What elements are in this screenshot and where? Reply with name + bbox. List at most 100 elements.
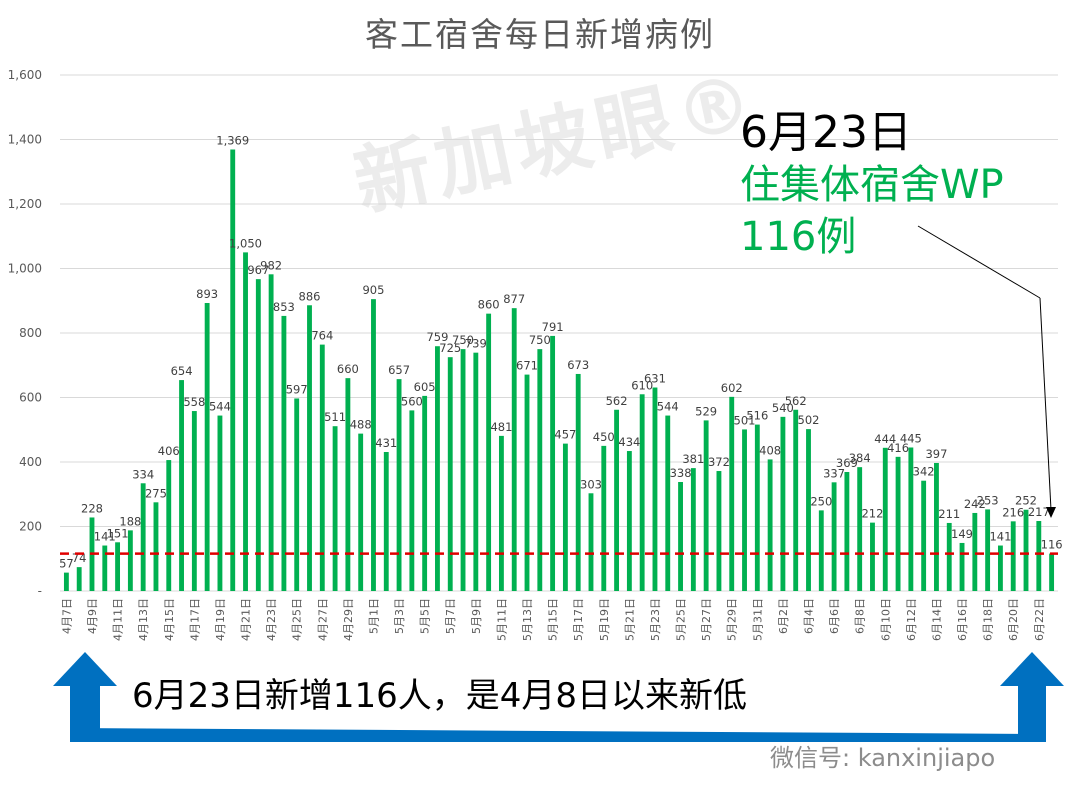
bar [857,467,863,591]
x-tick-label: 6月10日 [879,598,892,641]
data-label: 860 [478,298,500,312]
bar [371,299,376,591]
data-label: 791 [542,320,564,334]
x-tick-label: 4月11日 [112,598,125,641]
bar [780,416,786,591]
bar [959,542,965,591]
data-labels: 57742281411511883342754066545588935441,3… [59,133,1063,570]
data-label: 212 [861,507,883,521]
bar [921,480,927,591]
data-label: 750 [452,333,474,347]
y-tick-label: 1,000 [8,262,42,276]
bar [1023,509,1029,591]
data-label: 216 [1002,505,1024,519]
data-label: 562 [785,394,807,408]
data-label: 759 [426,330,448,344]
data-label: 242 [964,497,986,511]
data-label: 540 [772,401,794,415]
x-tick-label: 4月27日 [316,598,329,641]
bar [63,572,69,591]
x-tick-label: 5月1日 [367,598,380,634]
data-label: 725 [439,341,461,355]
x-tick-label: 4月25日 [291,598,304,641]
bar [140,483,146,591]
data-label: 654 [171,364,193,378]
data-label: 671 [516,359,538,373]
annotation-leader-2 [1039,297,1052,511]
bar [383,452,389,591]
x-tick-label: 5月13日 [521,598,534,641]
bar [742,429,747,591]
x-tick-label: 4月29日 [342,598,355,641]
right-arrow-head [1000,652,1064,686]
data-label: 905 [362,283,384,297]
bar [550,335,556,591]
x-tick-label: 6月20日 [1007,598,1020,641]
bar [831,482,837,591]
bar [422,395,428,591]
bar [844,471,850,591]
annotation-arrowhead [1046,507,1056,518]
x-tick-label: 4月19日 [214,598,227,641]
arrows [53,225,1064,742]
data-label: 408 [759,443,781,457]
x-tick-label: 5月23日 [649,598,662,641]
bar [575,373,581,591]
data-label: 334 [132,467,154,481]
bar [230,149,236,591]
data-label: 529 [695,404,717,418]
data-label: 149 [951,527,973,541]
data-label: 116 [1041,538,1063,552]
annotation-count: 116例 [740,214,857,260]
data-label: 673 [567,358,589,372]
x-tick-label: 5月29日 [726,598,739,641]
bar [511,308,517,591]
x-tick-label: 4月15日 [163,598,176,641]
data-label: 853 [273,300,295,314]
data-label: 211 [938,507,960,521]
data-label: 141 [989,530,1011,544]
bar [1010,521,1016,591]
data-label: 502 [798,413,820,427]
x-tick-label: 5月31日 [751,598,764,641]
bar [191,411,197,591]
x-tick-label: 5月21日 [623,598,636,641]
bar [652,387,658,591]
data-label: 1,050 [229,236,262,250]
data-label: 337 [823,466,845,480]
x-axis: 4月7日 4月9日 4月11日 4月13日 4月15日 4月17日 4月19日 4月21日 4月… [60,598,1045,641]
x-tick-label: 5月25日 [675,598,688,641]
bar [115,542,121,591]
bar [716,471,722,591]
data-label: 252 [1015,494,1037,508]
data-label: 217 [1028,505,1050,519]
data-label: 660 [337,362,359,376]
data-label: 605 [414,380,436,394]
data-label: 381 [682,452,704,466]
annotation-date: 6月23日 [740,107,912,158]
bar [358,433,364,591]
bar [307,305,312,591]
bar [498,435,504,591]
bottom-connector-bar [70,728,1046,742]
data-label: 338 [670,466,692,480]
annotation-dormitory: 住集体宿舍WP [740,162,1004,208]
bar [345,378,351,591]
x-tick-label: 5月19日 [598,598,611,641]
y-tick-label: 1,200 [8,197,42,211]
data-label: 560 [401,394,423,408]
chart-title: 客工宿舍每日新增病例 [365,15,715,54]
annotation-leader-1 [917,225,1041,299]
y-tick-label: - [38,584,42,598]
bar [537,349,543,591]
data-label: 250 [810,494,832,508]
data-label: 151 [107,526,129,540]
x-tick-label: 6月14日 [930,598,943,641]
bar [268,274,274,591]
bar [447,357,453,591]
data-label: 188 [119,514,141,528]
bar [767,459,773,591]
x-tick-label: 5月11日 [495,598,508,641]
watermark-credit: 微信号: kanxinjiapo [770,744,996,772]
data-label: 444 [874,432,896,446]
